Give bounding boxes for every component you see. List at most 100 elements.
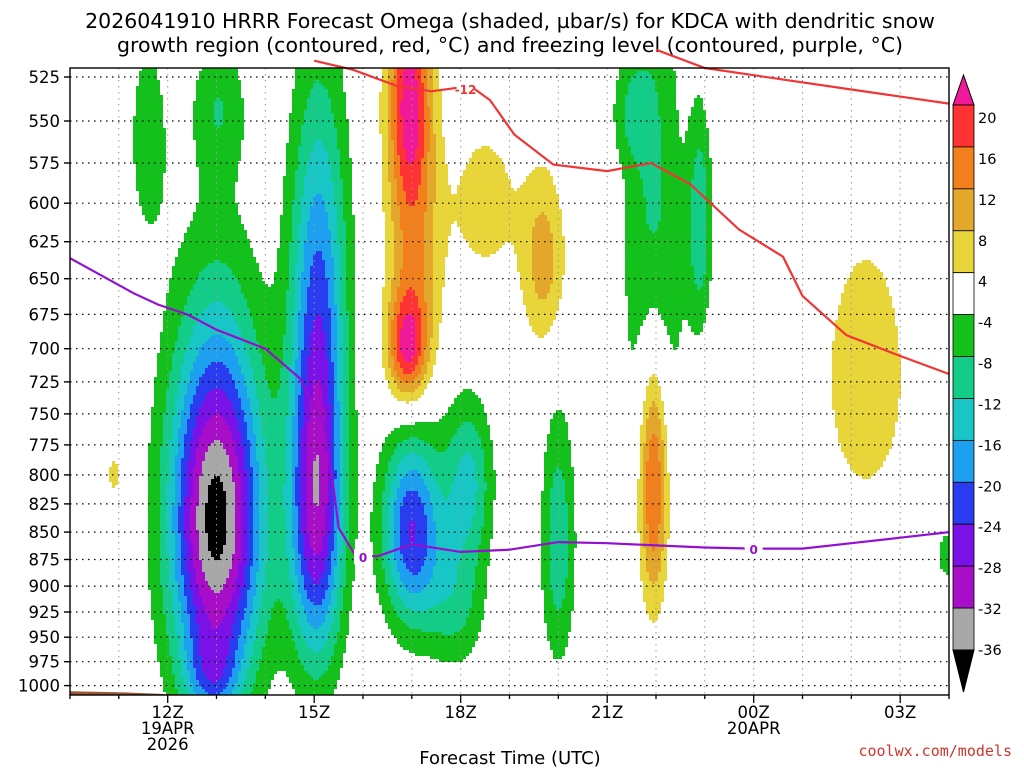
omega-shade-cell (661, 203, 691, 206)
omega-shade-cell (421, 173, 427, 176)
omega-shade-cell (160, 338, 178, 341)
omega-shade-cell (334, 293, 340, 296)
omega-shade-cell (382, 89, 388, 92)
omega-shade-cell (643, 494, 646, 497)
omega-shade-cell (259, 485, 268, 488)
omega-shade-cell (394, 395, 421, 398)
omega-shade-cell (862, 476, 871, 479)
omega-shade-cell (310, 272, 325, 275)
omega-shade-cell (388, 308, 394, 311)
omega-shade-cell (643, 461, 646, 464)
omega-shade-cell (340, 521, 343, 524)
omega-shade-cell (256, 446, 265, 449)
omega-shade-cell (220, 413, 235, 416)
omega-shade-cell (328, 392, 334, 395)
omega-shade-cell (346, 233, 355, 236)
omega-shade-cell (307, 230, 331, 233)
omega-shade-cell (190, 446, 199, 449)
omega-shade-cell (841, 443, 892, 446)
omega-shade-cell (415, 353, 421, 356)
omega-shade-cell (340, 170, 352, 173)
omega-shade-cell (235, 497, 241, 500)
omega-shade-cell (424, 215, 433, 218)
omega-shade-cell (175, 533, 181, 536)
omega-shade-cell (391, 194, 397, 197)
omega-shade-cell (247, 539, 253, 542)
omega-shade-cell (172, 269, 202, 272)
omega-shade-cell (334, 581, 340, 584)
omega-shade-cell (346, 584, 352, 587)
omega-shade-cell (292, 449, 298, 452)
omega-shade-cell (181, 500, 184, 503)
omega-shade-cell (643, 497, 646, 500)
omega-shade-cell (301, 464, 307, 467)
omega-shade-cell (310, 92, 328, 95)
omega-shade-cell (253, 431, 262, 434)
omega-shade-cell (661, 509, 664, 512)
omega-shade-cell (349, 350, 355, 353)
omega-shade-cell (259, 476, 268, 479)
omega-shade-cell (388, 509, 394, 512)
omega-shade-cell (238, 563, 247, 566)
omega-shade-cell (421, 473, 433, 476)
omega-shade-cell (427, 344, 430, 347)
omega-shade-cell (148, 512, 160, 515)
omega-shade-cell (532, 245, 553, 248)
omega-shade-cell (241, 371, 253, 374)
omega-shade-cell (148, 578, 160, 581)
omega-shade-cell (310, 407, 325, 410)
omega-shade-cell (475, 569, 487, 572)
omega-shade-cell (388, 386, 397, 389)
omega-shade-cell (238, 422, 247, 425)
omega-shade-cell (646, 476, 661, 479)
omega-shade-cell (340, 419, 343, 422)
omega-shade-cell (694, 272, 706, 275)
omega-shade-cell (436, 560, 460, 563)
omega-shade-cell (295, 179, 304, 182)
omega-shade-cell (307, 296, 328, 299)
omega-shade-cell (664, 515, 670, 518)
omega-shade-cell (646, 197, 661, 200)
omega-shade-cell (343, 551, 346, 554)
omega-shade-cell (190, 584, 199, 587)
omega-shade-cell (295, 566, 301, 569)
omega-shade-cell (289, 389, 295, 392)
omega-shade-cell (307, 509, 325, 512)
omega-shade-cell (175, 485, 181, 488)
omega-shade-cell (664, 488, 670, 491)
omega-shade-cell (406, 563, 424, 566)
omega-shade-cell (391, 287, 397, 290)
omega-shade-cell (208, 365, 226, 368)
omega-shade-cell (334, 584, 340, 587)
omega-shade-cell (379, 107, 388, 110)
omega-shade-cell (316, 317, 322, 320)
omega-shade-cell (661, 170, 694, 173)
omega-shade-cell (427, 92, 433, 95)
omega-shade-cell (403, 251, 424, 254)
omega-shade-cell (460, 182, 511, 185)
omega-shade-cell (178, 329, 193, 332)
omega-shade-cell (397, 188, 403, 191)
omega-shade-cell (250, 446, 256, 449)
omega-shade-cell (568, 521, 574, 524)
omega-shade-cell (322, 329, 331, 332)
omega-shade-cell (664, 323, 682, 326)
omega-shade-cell (169, 587, 178, 590)
omega-shade-cell (295, 293, 301, 296)
omega-shade-cell (241, 506, 247, 509)
omega-shade-cell (226, 305, 247, 308)
omega-shade-cell (310, 404, 322, 407)
omega-shade-cell (421, 341, 427, 344)
omega-shade-cell (382, 290, 391, 293)
omega-shade-cell (295, 497, 301, 500)
omega-shade-cell (175, 350, 187, 353)
omega-shade-cell (169, 563, 175, 566)
omega-shade-cell (415, 335, 421, 338)
omega-shade-cell (334, 296, 340, 299)
omega-shade-cell (433, 572, 457, 575)
omega-shade-cell (523, 293, 538, 296)
omega-shade-cell (430, 119, 433, 122)
omega-shade-cell (328, 482, 331, 485)
omega-shade-cell (334, 281, 340, 284)
omega-shade-cell (427, 98, 433, 101)
